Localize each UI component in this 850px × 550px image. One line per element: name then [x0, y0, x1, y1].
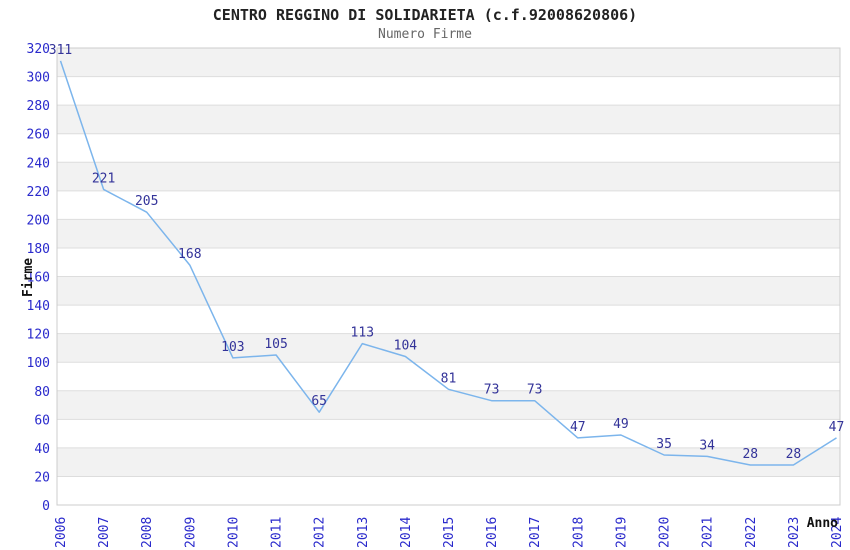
data-label: 65: [311, 394, 327, 409]
y-tick-label: 100: [27, 356, 50, 371]
y-tick-label: 80: [34, 385, 50, 400]
data-label: 34: [699, 438, 715, 453]
data-label: 35: [656, 437, 672, 452]
data-label: 104: [394, 339, 418, 354]
x-tick-label: 2009: [183, 517, 198, 548]
x-axis-title: Anno: [807, 516, 838, 531]
x-tick-label: 2013: [356, 517, 371, 548]
y-tick-label: 300: [27, 71, 50, 86]
data-label: 105: [264, 337, 287, 352]
data-label: 113: [351, 326, 374, 341]
data-label: 168: [178, 247, 201, 262]
grid-band: [57, 48, 840, 77]
grid-band: [57, 447, 840, 477]
grid-band: [57, 390, 840, 420]
x-tick-label: 2021: [701, 517, 716, 548]
chart-title: CENTRO REGGINO DI SOLIDARIETA (c.f.92008…: [212, 6, 638, 24]
data-label: 47: [829, 420, 845, 435]
y-tick-label: 220: [27, 185, 50, 200]
x-tick-label: 2008: [140, 517, 155, 548]
x-tick-label: 2015: [442, 517, 457, 548]
grid-band: [57, 333, 840, 363]
x-tick-label: 2011: [270, 517, 285, 548]
y-tick-label: 140: [27, 299, 50, 314]
y-tick-label: 40: [34, 442, 50, 457]
x-tick-label: 2022: [744, 517, 759, 548]
y-tick-label: 60: [34, 413, 50, 428]
x-tick-label: 2012: [313, 517, 328, 548]
y-tick-label: 320: [27, 42, 50, 57]
data-label: 47: [570, 420, 586, 435]
data-label: 205: [135, 194, 158, 209]
x-tick-label: 2007: [97, 517, 112, 548]
data-label: 73: [484, 383, 500, 398]
y-axis-title: Firme: [21, 258, 36, 297]
y-tick-label: 20: [34, 470, 50, 485]
y-tick-label: 160: [27, 271, 50, 286]
grid-band: [57, 276, 840, 306]
x-tick-label: 2018: [571, 517, 586, 548]
y-tick-label: 180: [27, 242, 50, 257]
x-tick-label: 2023: [787, 517, 802, 548]
x-tick-label: 2024: [830, 517, 845, 548]
data-label: 221: [92, 171, 115, 186]
data-label: 73: [527, 383, 543, 398]
y-tick-label: 200: [27, 213, 50, 228]
y-tick-label: 260: [27, 128, 50, 143]
y-tick-label: 120: [27, 328, 50, 343]
grid-band: [57, 162, 840, 191]
grid-band: [57, 105, 840, 134]
y-tick-label: 280: [27, 99, 50, 114]
x-tick-label: 2020: [658, 517, 673, 548]
grid-band: [57, 219, 840, 248]
data-label: 311: [49, 43, 72, 58]
x-tick-label: 2017: [528, 517, 543, 548]
x-tick-label: 2006: [54, 517, 69, 548]
data-label: 49: [613, 417, 629, 432]
x-tick-label: 2010: [226, 517, 241, 548]
data-label: 28: [742, 447, 758, 462]
y-tick-label: 0: [42, 499, 50, 514]
x-tick-label: 2014: [399, 517, 414, 548]
chart-subtitle: Numero Firme: [378, 27, 472, 42]
data-label: 103: [221, 340, 244, 355]
x-tick-label: 2019: [614, 517, 629, 548]
y-tick-label: 240: [27, 156, 50, 171]
data-line: [59, 60, 837, 466]
data-label: 81: [441, 371, 457, 386]
data-label: 28: [786, 447, 802, 462]
x-tick-label: 2016: [485, 517, 500, 548]
plot-border: [56, 47, 841, 506]
